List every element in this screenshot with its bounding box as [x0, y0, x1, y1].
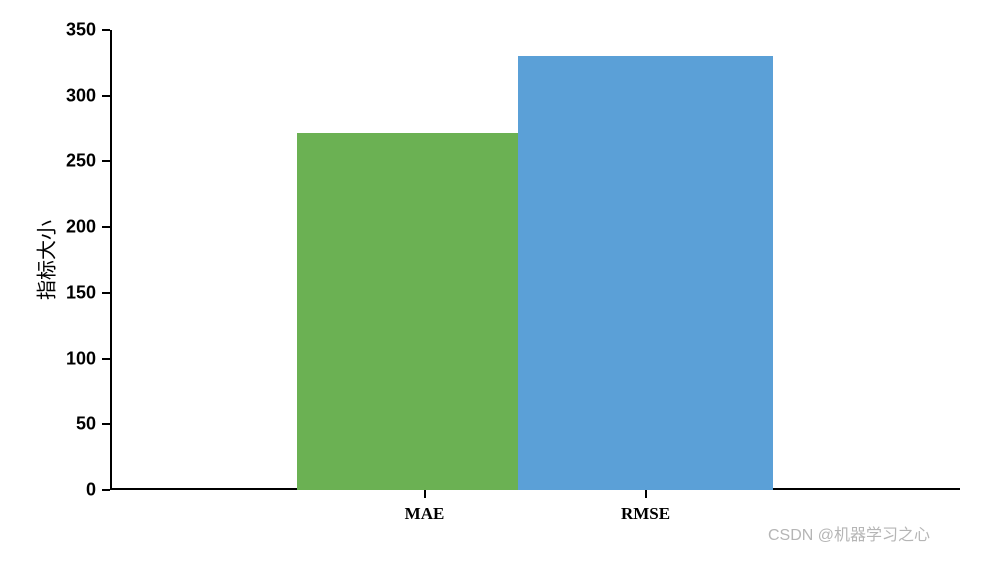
bar-mae [297, 133, 552, 490]
y-tick-label: 300 [0, 85, 96, 106]
watermark-text: CSDN @机器学习之心 [768, 521, 930, 545]
y-tick-label: 0 [0, 480, 96, 501]
y-tick-label: 50 [0, 414, 96, 435]
y-tick-label: 250 [0, 151, 96, 172]
y-tick-mark [102, 489, 110, 491]
y-tick-mark [102, 160, 110, 162]
y-tick-mark [102, 358, 110, 360]
y-tick-mark [102, 292, 110, 294]
metrics-bar-chart: 指标大小 CSDN @机器学习之心 050100150200250300350M… [0, 0, 990, 563]
y-tick-mark [102, 29, 110, 31]
x-tick-label-rmse: RMSE [621, 504, 670, 524]
y-tick-mark [102, 95, 110, 97]
y-tick-label: 200 [0, 217, 96, 238]
x-tick-label-mae: MAE [405, 504, 445, 524]
bar-rmse [518, 56, 773, 490]
y-tick-label: 350 [0, 20, 96, 41]
y-tick-mark [102, 423, 110, 425]
x-tick-mark [424, 490, 426, 498]
y-tick-label: 100 [0, 348, 96, 369]
y-tick-mark [102, 226, 110, 228]
y-tick-label: 150 [0, 282, 96, 303]
x-tick-mark [645, 490, 647, 498]
